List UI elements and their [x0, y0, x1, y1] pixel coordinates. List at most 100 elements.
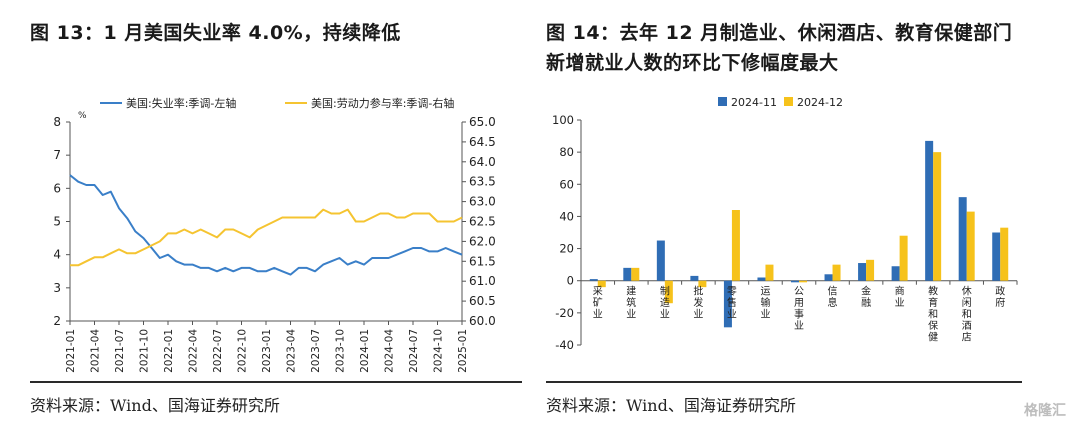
- category-label: 休闲和酒店: [962, 286, 972, 344]
- bar-2024-12-建筑业: [631, 267, 640, 281]
- bar-2024-12-公用事业: [799, 280, 807, 283]
- legend-label-2024-11: 2024-11: [731, 96, 777, 109]
- y-tick-label: 80: [559, 145, 574, 159]
- y-tick-label: 20: [559, 242, 574, 256]
- bar-2024-11-公用事业: [791, 280, 799, 283]
- bar-2024-12-教育和保健: [933, 152, 942, 281]
- y-right-tick-label: 60.5: [469, 294, 496, 308]
- category-label: 金融: [861, 285, 871, 310]
- x-tick-label: 2024-04: [384, 329, 396, 373]
- bar-2024-11-零售业: [723, 280, 732, 328]
- unemployment-rate-line: [69, 174, 463, 276]
- y-left-tick-label: 4: [53, 248, 61, 262]
- y-left-tick-label: 2: [53, 314, 61, 328]
- x-tick-label: 2022-10: [237, 329, 249, 373]
- bar-2024-11-政府: [992, 232, 1001, 281]
- category-label: 运输业: [760, 286, 770, 321]
- right-bottom-rule: [546, 381, 1022, 383]
- y-right-tick-label: 63.5: [469, 175, 496, 189]
- payroll-revision-chart: -40 -20 0 20 40 60 80 100 采矿业 建筑业 制造业 批发业 零售业 运输业 公用事业…: [552, 96, 1018, 352]
- bar-2024-11-商业: [891, 266, 900, 281]
- right-panel: 图 14：去年 12 月制造业、休闲酒店、教育保健部门新增就业人数的环比下修幅度…: [540, 0, 1080, 428]
- left-panel: 图 13：1 月美国失业率 4.0%，持续降低 2 3 4 5 6 7 8 60.0 60.5 6…: [0, 0, 530, 428]
- category-label: 信息: [828, 286, 838, 310]
- category-label: 制造业: [660, 285, 670, 321]
- bar-2024-11-金融: [858, 263, 867, 281]
- x-tick-label: 2023-10: [335, 329, 347, 373]
- x-tick-label: 2022-07: [212, 329, 224, 373]
- legend-swatch-2024-11: [718, 97, 727, 106]
- bar-2024-11-教育和保健: [925, 140, 934, 281]
- x-tick-label: 2024-10: [433, 329, 445, 373]
- x-tick-label: 2024-01: [359, 329, 371, 373]
- participation-rate-line: [70, 208, 463, 267]
- bar-2024-11-采矿业: [589, 279, 598, 281]
- y-tick-label: -40: [555, 338, 574, 352]
- y-right-tick-label: 62.0: [469, 234, 496, 248]
- x-tick-label: 2023-04: [286, 329, 298, 373]
- left-bottom-rule: [30, 381, 522, 383]
- y-right-tick-label: 64.5: [469, 135, 496, 149]
- category-label: 政府: [995, 285, 1005, 310]
- bar-2024-12-制造业: [664, 280, 673, 304]
- y-left-tick-label: 7: [53, 148, 61, 162]
- x-tick-label: 2021-01: [65, 329, 77, 373]
- legend-label-0: 美国:失业率:季调-左轴: [126, 96, 236, 110]
- right-source-note: 资料来源：Wind、国海证券研究所: [546, 396, 796, 415]
- bar-2024-11-建筑业: [623, 267, 632, 281]
- bar-2024-12-运输业: [765, 264, 774, 281]
- y-right-tick-label: 61.5: [469, 254, 496, 268]
- x-tick-label: 2021-07: [114, 329, 126, 373]
- category-label: 零售业: [727, 286, 737, 321]
- category-label: 采矿业: [593, 286, 603, 321]
- bar-2024-12-信息: [832, 264, 841, 281]
- legend-label-2024-12: 2024-12: [797, 96, 843, 109]
- y-left-tick-label: 3: [53, 281, 61, 295]
- bar-2024-11-信息: [824, 274, 833, 281]
- unemployment-participation-chart: 2 3 4 5 6 7 8 60.0 60.5 61.0 61.5 62.0 62.5 63.0 63.5 6…: [53, 96, 496, 373]
- bar-2024-12-金融: [866, 259, 875, 281]
- bar-2024-12-零售业: [731, 210, 740, 281]
- y-right-tick-label: 64.0: [469, 155, 496, 169]
- y-tick-label: 60: [559, 177, 574, 191]
- watermark-logo: 格隆汇: [1024, 403, 1066, 419]
- bar-2024-12-政府: [1000, 227, 1009, 281]
- y-left-tick-label: 5: [53, 215, 61, 229]
- legend-label-1: 美国:劳动力参与率:季调-右轴: [311, 96, 454, 110]
- bar-2024-11-制造业: [656, 240, 665, 281]
- bar-2024-12-商业: [899, 235, 908, 281]
- y-left-tick-label: 6: [53, 181, 61, 195]
- category-label: 商业: [895, 285, 905, 310]
- bar-2024-12-批发业: [698, 280, 707, 288]
- left-figure-title: 图 13：1 月美国失业率 4.0%，持续降低: [30, 22, 401, 44]
- y-unit-label: %: [78, 111, 87, 121]
- right-figure-title: 图 14：去年 12 月制造业、休闲酒店、教育保健部门新增就业人数的环比下修幅度…: [546, 22, 1013, 74]
- y-right-tick-label: 63.0: [469, 195, 496, 209]
- x-tick-label: 2025-01: [457, 329, 469, 373]
- bar-2024-12-休闲和酒店: [966, 211, 975, 281]
- bar-2024-11-休闲和酒店: [958, 197, 967, 281]
- y-tick-label: 40: [559, 209, 574, 223]
- bar-2024-11-运输业: [757, 277, 766, 281]
- bar-2024-12-采矿业: [597, 280, 606, 288]
- x-tick-label: 2021-04: [90, 329, 102, 373]
- category-label: 建筑业: [626, 285, 636, 321]
- x-tick-label: 2022-01: [163, 329, 175, 373]
- x-tick-label: 2023-07: [310, 329, 322, 373]
- left-source-note: 资料来源：Wind、国海证券研究所: [30, 396, 280, 415]
- y-right-tick-label: 65.0: [469, 115, 496, 129]
- y-tick-label: 100: [552, 113, 574, 127]
- category-label: 公用事业: [794, 287, 804, 333]
- y-right-tick-label: 60.0: [469, 314, 496, 328]
- legend-swatch-2024-12: [784, 97, 793, 106]
- y-tick-label: -20: [555, 306, 574, 320]
- x-tick-label: 2024-07: [408, 329, 420, 373]
- x-tick-label: 2021-10: [139, 329, 151, 373]
- y-right-tick-label: 62.5: [469, 215, 496, 229]
- x-tick-label: 2022-04: [188, 329, 200, 373]
- y-right-tick-label: 61.0: [469, 274, 496, 288]
- y-left-tick-label: 8: [53, 115, 61, 129]
- x-tick-label: 2023-01: [261, 329, 273, 373]
- category-label: 批发业: [693, 285, 703, 321]
- y-tick-label: 0: [567, 274, 574, 288]
